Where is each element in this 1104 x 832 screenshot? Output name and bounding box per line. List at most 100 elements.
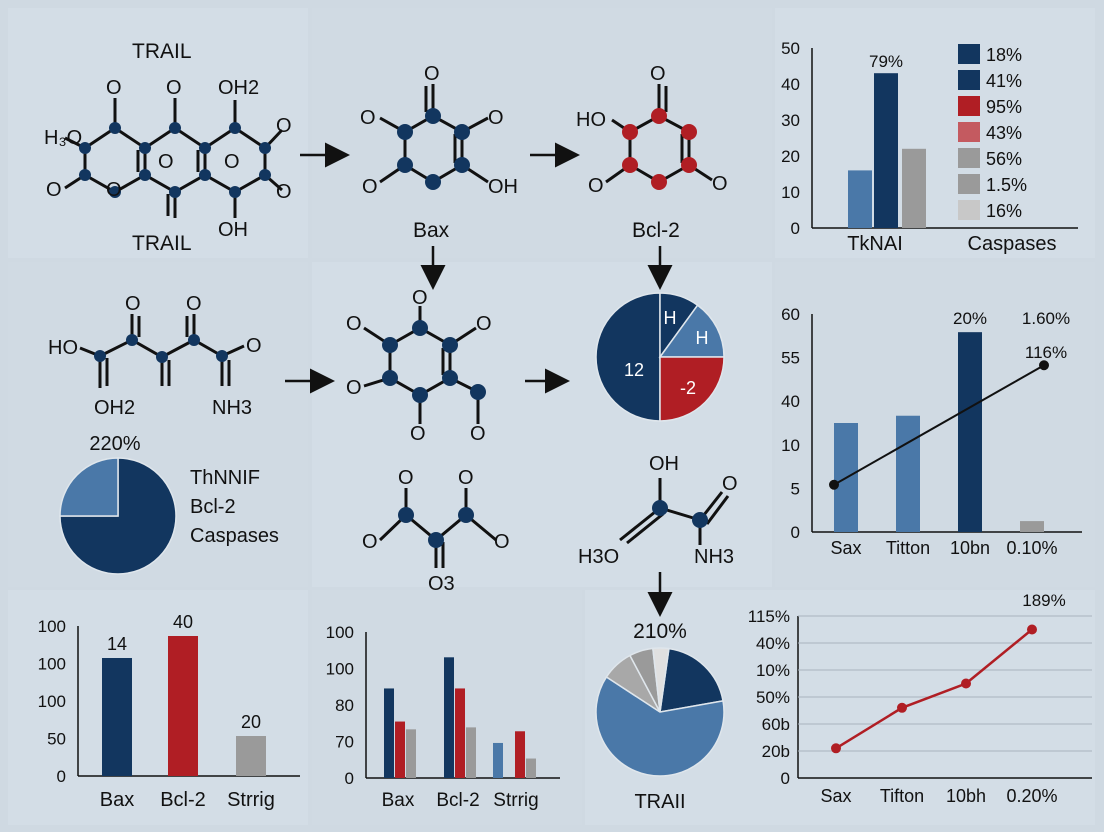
molecule-lower-group: O (398, 467, 414, 489)
x-category-label: Strrig (493, 790, 538, 811)
trend-point (1039, 360, 1049, 371)
molecule-chain-left (79, 314, 245, 388)
x-category-label: Titton (886, 538, 930, 558)
legend-swatch (958, 96, 980, 116)
chart-middle-pie: 12 HH -2 (595, 292, 725, 422)
y-tick-label: 0 (345, 769, 354, 788)
molecule-bcl2-group: HO (576, 109, 606, 131)
legend-swatch (958, 44, 980, 64)
pie-slice-label: -2 (680, 378, 696, 398)
bar (236, 736, 266, 776)
molecule-bax-group: OH (488, 176, 518, 198)
chart-top-right-bar: 0 10 20 30 40 50 79% TkNAI Caspases 18% 41% 95% 43% 5… (781, 39, 1078, 255)
series-line (835, 628, 1033, 750)
x-category-label: Sax (830, 538, 861, 558)
y-tick-label: 40 (781, 75, 800, 94)
y-tick-label: 10 (781, 436, 800, 455)
molecule-bax (379, 84, 489, 190)
series-point (897, 702, 907, 713)
legend-label: 41% (986, 71, 1022, 91)
legend-label: 18% (986, 45, 1022, 65)
molecule-bax-group: O (360, 107, 376, 129)
legend-swatch (958, 70, 980, 90)
legend-label: ThNNIF (190, 467, 260, 489)
molecule-ring-group: O (346, 313, 362, 335)
molecule-bax-group: O (488, 107, 504, 129)
pie-slice (659, 647, 724, 713)
molecule-trail-group: OH2 (218, 77, 259, 99)
legend-label: 16% (986, 201, 1022, 221)
y-tick-label: 0 (791, 523, 800, 542)
pie-slice (595, 675, 725, 777)
x-category-label: Strrig (227, 789, 275, 811)
x-category-label: Bax (100, 789, 134, 811)
pie-title: 220% (89, 433, 140, 455)
x-category-label: 0.20% (1006, 786, 1057, 806)
bar (168, 636, 198, 776)
molecule-bcl2-label: Bcl-2 (632, 219, 680, 242)
y-tick-label: 30 (781, 111, 800, 130)
trend-line (833, 364, 1045, 486)
molecule-ring-middle (363, 306, 486, 424)
molecule-trail-group: OH (218, 219, 248, 241)
pie-slice (659, 356, 725, 422)
y-tick-label: 50 (47, 730, 66, 749)
bar (444, 657, 454, 778)
molecule-ring-group: O (476, 313, 492, 335)
molecule-chain-group: OH2 (94, 397, 135, 419)
legend-swatch (958, 174, 980, 194)
chart-bottom-right-line: 0 20b 60b 50% 10% 40% 115% 189% Sax Tifton 10bh 0.2… (748, 591, 1092, 806)
molecule-trail-label-bottom: TRAIL (132, 232, 192, 255)
pie-slice-label: 12 (624, 360, 644, 380)
y-tick-label: 100 (38, 692, 66, 711)
y-tick-label: 5 (791, 479, 800, 498)
molecule-trail-atoms (79, 122, 271, 198)
pie-slice (652, 647, 670, 713)
y-tick-label: 40 (781, 392, 800, 411)
y-tick-label: 100 (38, 617, 66, 636)
bar (493, 742, 503, 778)
series-point (1027, 624, 1037, 635)
molecule-amide (619, 478, 730, 545)
molecule-bax-group: O (424, 63, 440, 85)
y-tick-label: 60b (762, 715, 790, 734)
legend-label: Caspases (190, 525, 279, 547)
bar (466, 727, 476, 778)
y-tick-label: 10 (781, 183, 800, 202)
bar-value-label: 20 (241, 712, 261, 732)
y-tick-label: 0 (781, 769, 790, 788)
y-tick-label: 0 (791, 219, 800, 238)
molecule-trail-group: O (224, 151, 240, 173)
chart-middle-right-combo: 0 5 10 40 55 60 20% 116% 1.60% Sax Titton 10bn 0.10% (781, 305, 1082, 558)
molecule-ring-group: O (470, 423, 486, 445)
molecule-ring-group: O (410, 423, 426, 445)
y-tick-label: 55 (781, 349, 800, 368)
chart-left-pie: 220% ThNNIF Bcl-2 Caspases (59, 433, 279, 575)
molecule-trail-group: O (106, 179, 122, 201)
legend-label: Bcl-2 (190, 496, 236, 518)
bar (515, 731, 525, 778)
y-tick-label: 115% (748, 607, 790, 626)
molecule-chain-group: O (186, 293, 202, 315)
molecule-lower-group: O (362, 531, 378, 553)
y-tick-label: 100 (38, 655, 66, 674)
legend-label: 56% (986, 149, 1022, 169)
pie-slice-label: H (664, 308, 677, 328)
molecule-trail-group: O (166, 77, 182, 99)
bar (896, 415, 920, 532)
legend-label: 1.5% (986, 175, 1027, 195)
bar (1020, 521, 1044, 532)
line-value-label: 116% (1025, 343, 1067, 362)
x-category-label: Tifton (880, 786, 924, 806)
bar (384, 688, 394, 778)
pie-slice (59, 457, 177, 575)
y-tick-label: 80 (335, 696, 354, 715)
trend-point (829, 479, 839, 490)
bar (102, 658, 132, 776)
y-tick-label: 10% (756, 661, 790, 680)
molecule-amide-group: H3O (578, 546, 619, 568)
molecule-chain-group: NH3 (212, 397, 252, 419)
x-category-label: Bcl-2 (436, 790, 479, 811)
series-point (831, 743, 841, 754)
